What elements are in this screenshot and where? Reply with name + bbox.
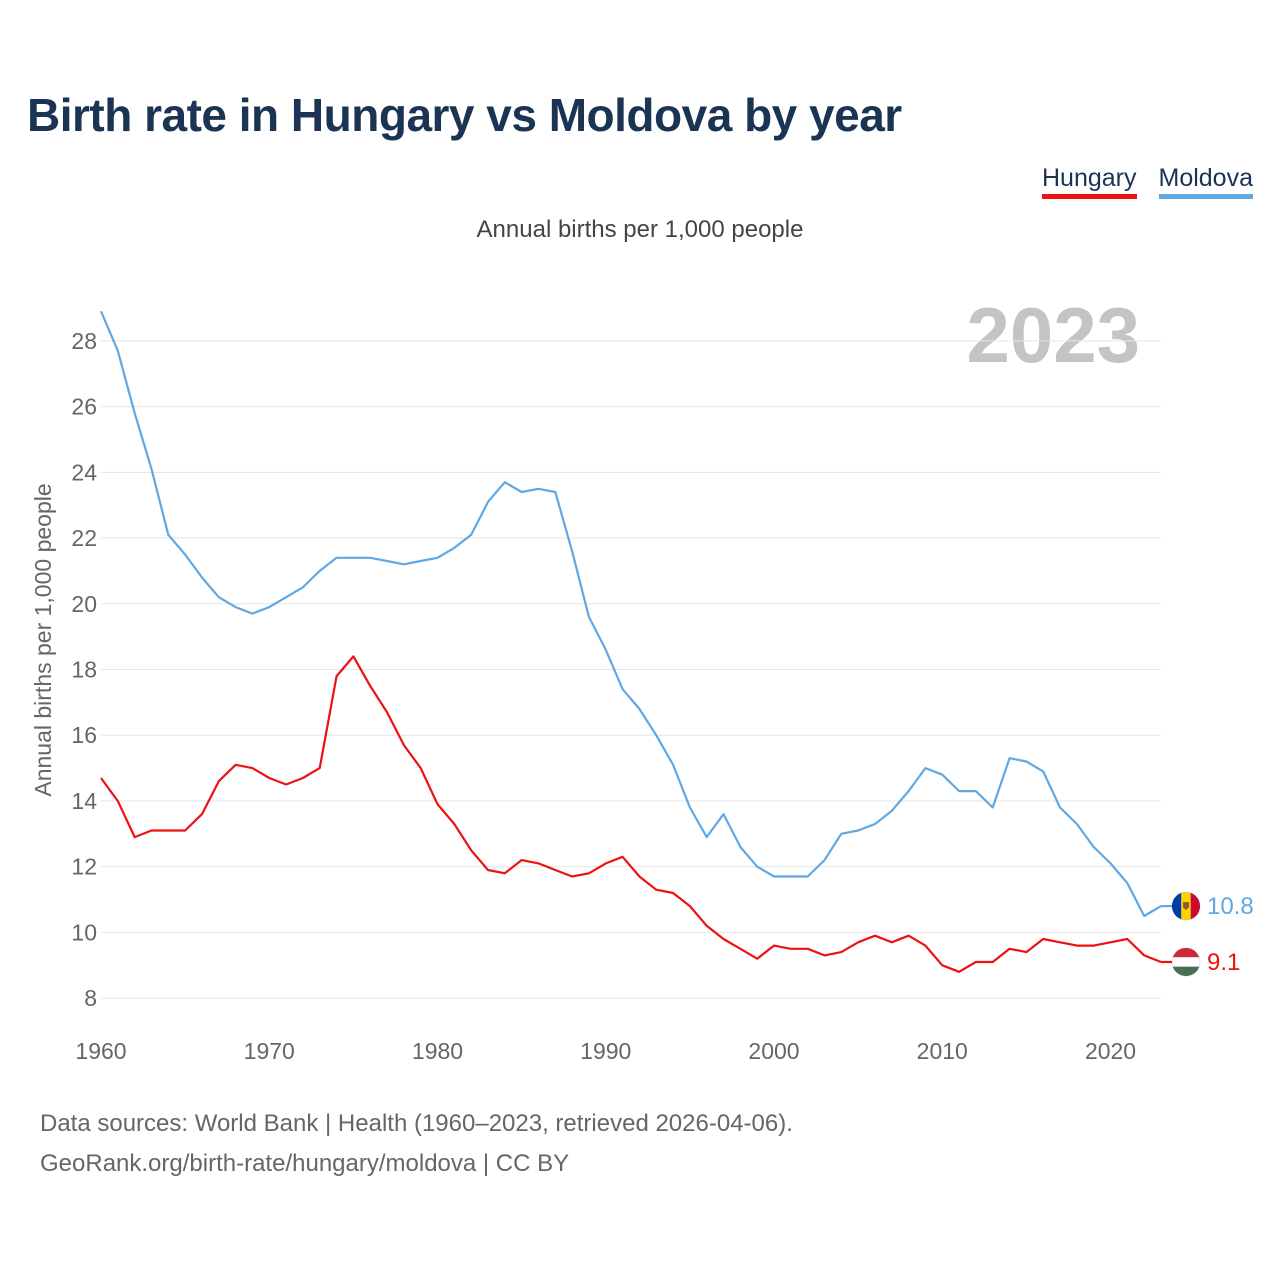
end-markers: 9.1 10.8 [1161,891,1254,977]
legend-item-moldova[interactable]: Moldova [1158,164,1253,199]
grid-lines [101,340,1161,999]
year-watermark: 2023 [966,291,1140,379]
footer: Data sources: World Bank | Health (1960–… [40,1104,793,1184]
y-tick-label: 26 [71,394,97,420]
y-tick-label: 18 [71,657,97,683]
flag-icon-moldova [1171,891,1201,921]
y-tick-label: 20 [71,591,97,617]
legend-item-hungary[interactable]: Hungary [1042,164,1137,199]
legend: Hungary Moldova [1042,164,1253,199]
x-tick-label: 2000 [748,1038,799,1064]
x-tick-label: 1980 [412,1038,463,1064]
y-tick-label: 16 [71,722,97,748]
chart-subtitle: Annual births per 1,000 people [476,216,804,243]
series-lines [99,310,1162,973]
x-tick-label: 1970 [244,1038,295,1064]
credit-link[interactable]: GeoRank.org/birth-rate/hungary/moldova |… [40,1150,570,1177]
series-line-moldova [99,310,1162,918]
end-value-label-hungary: 9.1 [1207,949,1240,976]
x-tick-label: 2020 [1085,1038,1136,1064]
data-sources-text: Data sources: World Bank | Health (1960–… [40,1110,793,1137]
y-tick-label: 12 [71,854,97,880]
y-axis-label: Annual births per 1,000 people [30,483,56,796]
x-axis-ticks: 1960 1970 1980 1990 2000 2010 2020 [75,1038,1136,1064]
end-value-label-moldova: 10.8 [1207,893,1254,920]
y-tick-label: 28 [71,328,97,354]
series-line-hungary [100,655,1162,973]
y-tick-label: 10 [71,919,97,945]
y-tick-label: 24 [71,459,97,485]
x-tick-label: 1960 [75,1038,126,1064]
y-tick-label: 14 [71,788,97,814]
flag-icon-hungary [1171,947,1201,977]
y-tick-label: 8 [84,985,97,1011]
chart-title: Birth rate in Hungary vs Moldova by year [27,89,902,141]
x-tick-label: 1990 [580,1038,631,1064]
x-tick-label: 2010 [917,1038,968,1064]
y-tick-label: 22 [71,525,97,551]
y-axis-ticks: 8 10 12 14 16 18 20 22 24 26 28 [71,328,97,1011]
